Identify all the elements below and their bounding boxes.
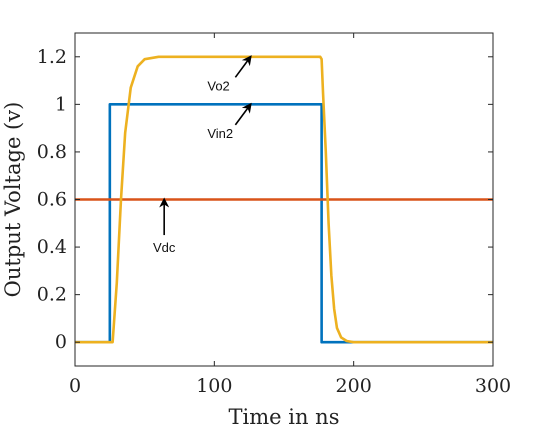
y-tick-label: 0.8 bbox=[37, 141, 67, 163]
y-axis-title: Output Voltage (v) bbox=[1, 102, 25, 298]
series-line-vo2 bbox=[75, 55, 493, 344]
series-group bbox=[75, 55, 493, 344]
annotation-label: Vdc bbox=[153, 240, 176, 255]
y-tick-label: 1.2 bbox=[37, 46, 67, 68]
annotation-label: Vin2 bbox=[207, 126, 233, 141]
y-tick-label: 0 bbox=[55, 331, 67, 353]
y-tick-label: 0.6 bbox=[37, 189, 67, 211]
y-tick-label: 1 bbox=[55, 93, 67, 115]
y-tick-label: 0.4 bbox=[37, 236, 67, 258]
annotation-arrow bbox=[234, 102, 252, 126]
annotation-label: Vo2 bbox=[207, 78, 229, 93]
x-tick-label: 100 bbox=[196, 375, 232, 397]
x-axis-title: Time in ns bbox=[229, 405, 340, 429]
y-tick-label: 0.2 bbox=[37, 284, 67, 306]
x-tick-label: 300 bbox=[475, 375, 511, 397]
annotation-arrow bbox=[234, 55, 252, 78]
x-tick-label: 0 bbox=[69, 375, 81, 397]
x-tick-label: 200 bbox=[336, 375, 372, 397]
